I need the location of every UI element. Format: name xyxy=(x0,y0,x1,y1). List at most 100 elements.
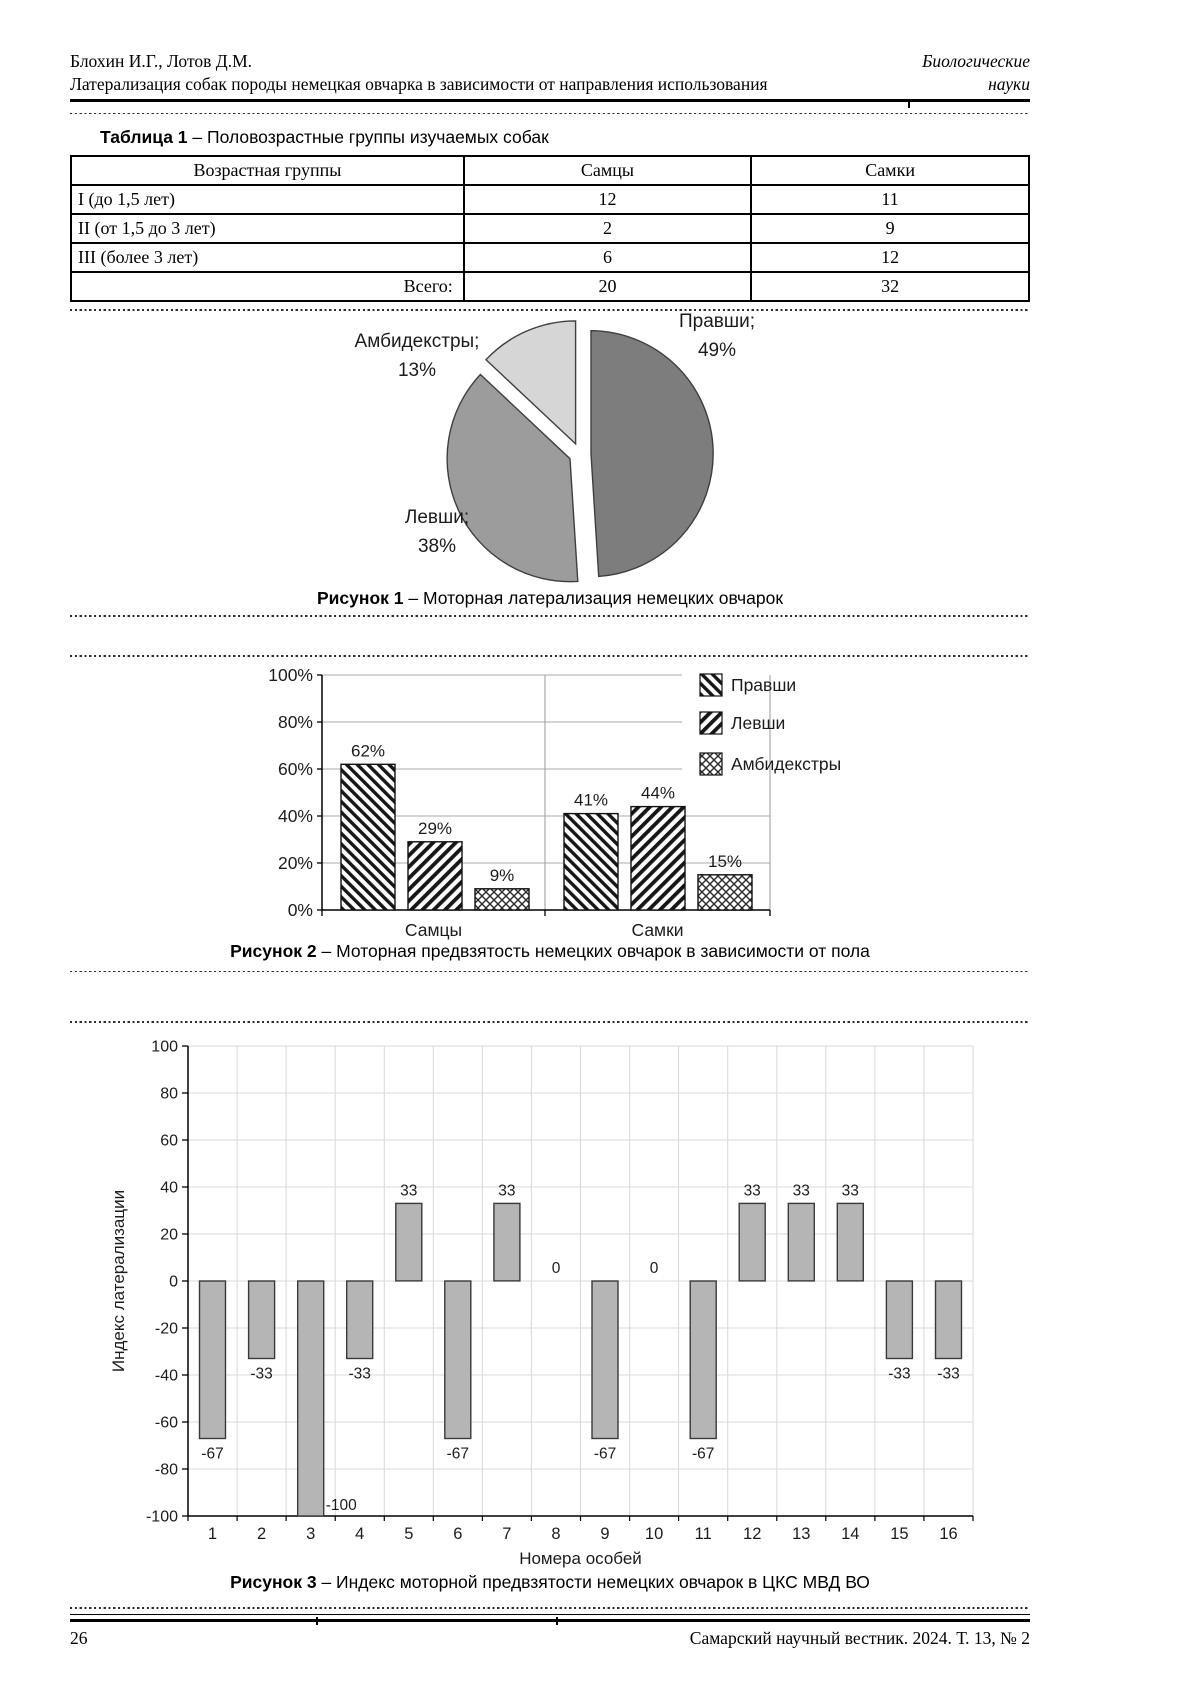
table1-row: I (до 1,5 лет) 12 11 xyxy=(70,184,1030,216)
table1-cell: 12 xyxy=(462,184,753,216)
pie-slice-label: Левши; xyxy=(405,507,469,528)
table1-caption: Таблица 1 – Половозрастные группы изучае… xyxy=(100,127,1030,148)
bar-3 xyxy=(296,1280,325,1517)
pie-slice-value: 38% xyxy=(418,536,456,557)
dotted-separator xyxy=(70,1607,1030,1610)
x-tick-label: 2 xyxy=(257,1525,266,1543)
bar-value-label: -33 xyxy=(348,1366,370,1383)
y-tick-label: 80 xyxy=(160,1086,178,1103)
y-tick-label: -100 xyxy=(146,1509,178,1526)
header-rule-tick xyxy=(908,99,910,108)
y-tick-label: 40 xyxy=(160,1180,178,1197)
table1-cell: I (до 1,5 лет) xyxy=(70,184,465,216)
table1-cell: II (от 1,5 до 3 лет) xyxy=(70,213,465,245)
table1-cell: 11 xyxy=(750,184,1030,216)
journal-reference: Самарский научный вестник. 2024. Т. 13, … xyxy=(689,1628,1030,1649)
bar-value-label: -100 xyxy=(326,1497,357,1514)
bar-value-label: -67 xyxy=(201,1446,223,1463)
bar-value-label: 0 xyxy=(650,1260,659,1277)
figure1-caption: Рисунок 1 – Моторная латерализация немец… xyxy=(70,587,1030,609)
page-footer: 26 Самарский научный вестник. 2024. Т. 1… xyxy=(70,1628,1030,1649)
page-number: 26 xyxy=(70,1628,88,1649)
pie-slice-3 xyxy=(485,320,577,446)
category-label: Самцы xyxy=(405,920,462,940)
bar-value-label: -67 xyxy=(594,1446,616,1463)
table1-cell: III (более 3 лет) xyxy=(70,242,465,274)
table1-cell: 12 xyxy=(750,242,1030,274)
bar-Левши-Самки xyxy=(630,805,686,911)
table1-col-header: Самки xyxy=(750,155,1030,187)
table1-caption-label: Таблица 1 xyxy=(100,127,188,148)
bar-12 xyxy=(738,1202,766,1282)
figure1-caption-label: Рисунок 1 xyxy=(316,588,404,609)
figure3-caption-label: Рисунок 3 xyxy=(230,1572,317,1593)
table1-row: II (от 1,5 до 3 лет) 2 9 xyxy=(70,213,1030,245)
x-tick-label: 14 xyxy=(841,1525,859,1543)
grouped-bar-chart-canvas: 0% 20% 40% 60% 80% 100% 62% 41% 29% 44% 9% 15% Самцы… xyxy=(268,665,1030,940)
footer-rule-thin xyxy=(70,1614,1030,1616)
legend-swatch xyxy=(699,752,723,776)
bar-2 xyxy=(247,1280,276,1360)
dotted-separator xyxy=(70,309,1030,312)
bar-value-label: -67 xyxy=(447,1446,469,1463)
x-tick-label: 12 xyxy=(743,1525,761,1543)
x-tick-label: 15 xyxy=(890,1525,908,1543)
bar-value-label: 15% xyxy=(708,851,742,870)
figure3-bar-chart: -100 -80 -60 -40 -20 0 20 40 60 80 100 -67 1 -33 2 -100… xyxy=(70,1026,1030,1593)
y-tick-label: 40% xyxy=(278,806,313,826)
bar-1 xyxy=(198,1280,227,1440)
y-tick-label: 60 xyxy=(160,1133,178,1150)
figure2-caption-label: Рисунок 2 xyxy=(230,940,317,961)
y-tick-label: 20 xyxy=(160,1227,178,1244)
x-tick-label: 11 xyxy=(695,1525,712,1543)
bar-13 xyxy=(787,1202,815,1282)
figure2-caption-text: – Моторная предвзятость немецких овчарок… xyxy=(321,940,870,961)
y-tick-label: 80% xyxy=(278,712,313,732)
legend-swatch xyxy=(699,673,723,697)
pie-slice-value: 13% xyxy=(398,360,436,381)
bar-value-label: -33 xyxy=(937,1366,959,1383)
y-tick-label: -80 xyxy=(155,1462,178,1479)
bar-value-label: 33 xyxy=(793,1183,810,1200)
fig3-xaxis-title: Номера особей xyxy=(519,1549,642,1568)
footer-rule-tick xyxy=(316,1617,318,1626)
x-tick-label: 5 xyxy=(404,1525,413,1543)
y-tick-label: 0 xyxy=(169,1274,178,1291)
bar-value-label: -67 xyxy=(692,1446,714,1463)
table1-col-header: Самцы xyxy=(462,155,753,187)
y-tick-label: 20% xyxy=(278,853,313,873)
pie-slice-label: Правши; xyxy=(679,311,755,332)
y-tick-label: 60% xyxy=(278,759,313,779)
bar-Правши-Самки xyxy=(563,812,619,911)
bar-value-label: -33 xyxy=(888,1366,910,1383)
legend-swatch xyxy=(699,711,723,735)
pie-slice-1 xyxy=(590,330,714,578)
bar-value-label: 29% xyxy=(418,818,452,837)
bar-value-label: 33 xyxy=(498,1183,515,1200)
figure2-bar-chart: 0% 20% 40% 60% 80% 100% 62% 41% 29% 44% 9% 15% Самцы… xyxy=(70,660,1030,962)
x-tick-label: 3 xyxy=(306,1525,315,1543)
dotted-separator xyxy=(70,654,1030,657)
page-header: Блохин И.Г., Лотов Д.М. Биологические Ла… xyxy=(70,0,1030,108)
table1-section: Таблица 1 – Половозрастные группы изучае… xyxy=(70,127,1030,303)
y-tick-label: -20 xyxy=(155,1321,178,1338)
bar-value-label: 9% xyxy=(490,865,515,884)
figure1-caption-text: – Моторная латерализация немецких овчаро… xyxy=(408,588,784,609)
bar-value-label: 33 xyxy=(842,1183,859,1200)
bar-14 xyxy=(836,1202,864,1282)
dotted-separator xyxy=(70,970,1030,973)
legend-label: Левши xyxy=(731,713,785,733)
bar-15 xyxy=(885,1280,914,1360)
figure1-pie-chart: Правши; 49% Левши; 38% Амбидекстры; 13% Рисун… xyxy=(70,311,1030,609)
bar-value-label: 44% xyxy=(641,783,675,802)
age-sex-groups-table: Возрастная группы Самцы Самки I (до 1,5 ле… xyxy=(70,155,1030,303)
y-tick-label: 0% xyxy=(288,900,313,920)
footer-rule-tick xyxy=(556,1617,558,1626)
x-tick-label: 16 xyxy=(939,1525,957,1543)
legend-label: Амбидекстры xyxy=(731,754,841,774)
x-tick-label: 8 xyxy=(551,1525,560,1543)
bar-Амбидекстры-Самцы xyxy=(474,887,530,911)
pie-slice-2 xyxy=(446,373,579,583)
section-name-line2: науки xyxy=(988,74,1030,94)
table1-col-header: Возрастная группы xyxy=(70,155,465,187)
